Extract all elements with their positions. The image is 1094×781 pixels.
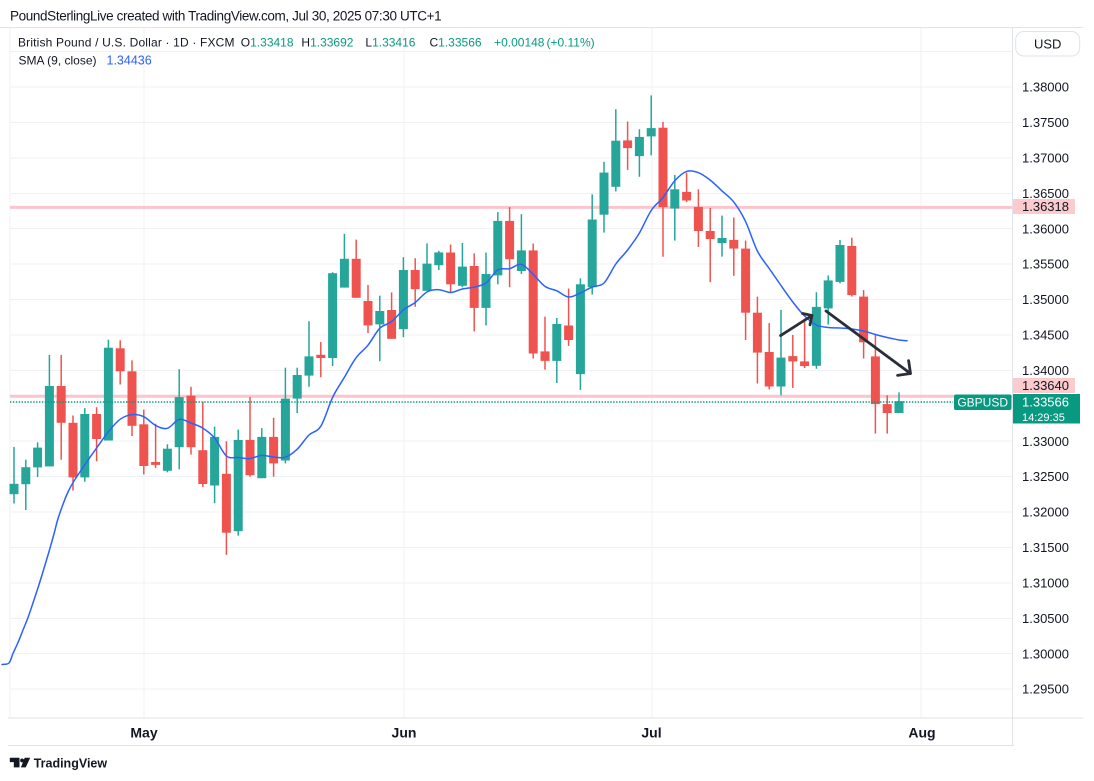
svg-text:1.35500: 1.35500 xyxy=(1022,257,1069,272)
svg-text:1.34000: 1.34000 xyxy=(1022,363,1069,378)
svg-text:PoundSterlingLive created with: PoundSterlingLive created with TradingVi… xyxy=(10,9,441,24)
svg-text:1.30000: 1.30000 xyxy=(1022,646,1069,661)
svg-text:USD: USD xyxy=(1034,36,1061,51)
svg-text:Aug: Aug xyxy=(908,725,935,741)
svg-text:1.33566: 1.33566 xyxy=(1022,395,1069,410)
svg-text:1.33000: 1.33000 xyxy=(1022,434,1069,449)
svg-text:1.36318: 1.36318 xyxy=(1022,199,1069,214)
svg-text:1.31000: 1.31000 xyxy=(1022,576,1069,591)
svg-text:1.34436: 1.34436 xyxy=(107,54,152,68)
svg-text:1.36000: 1.36000 xyxy=(1022,221,1069,236)
svg-text:1.33640: 1.33640 xyxy=(1022,378,1069,393)
svg-text:GBPUSD: GBPUSD xyxy=(957,396,1008,410)
svg-text:1.32500: 1.32500 xyxy=(1022,469,1069,484)
svg-text:1.37000: 1.37000 xyxy=(1022,150,1069,165)
svg-text:1.32000: 1.32000 xyxy=(1022,505,1069,520)
svg-text:1.35000: 1.35000 xyxy=(1022,292,1069,307)
svg-text:1.34500: 1.34500 xyxy=(1022,328,1069,343)
svg-text:SMA (9, close): SMA (9, close) xyxy=(19,54,97,68)
svg-text:1.37500: 1.37500 xyxy=(1022,115,1069,130)
svg-text:British Pound / U.S. Dollar ·: British Pound / U.S. Dollar · 1D · FXCM xyxy=(18,35,235,49)
svg-text:1.30500: 1.30500 xyxy=(1022,611,1069,626)
svg-text:1.31500: 1.31500 xyxy=(1022,540,1069,555)
svg-text:1.36500: 1.36500 xyxy=(1022,186,1069,201)
svg-text:14:29:35: 14:29:35 xyxy=(1022,412,1065,424)
svg-text:1.38000: 1.38000 xyxy=(1022,80,1069,95)
svg-text:Jun: Jun xyxy=(392,725,417,741)
svg-text:May: May xyxy=(130,725,157,741)
svg-text:Jul: Jul xyxy=(641,725,661,741)
svg-text:1.29500: 1.29500 xyxy=(1022,682,1069,697)
svg-text:TradingView: TradingView xyxy=(34,756,108,770)
